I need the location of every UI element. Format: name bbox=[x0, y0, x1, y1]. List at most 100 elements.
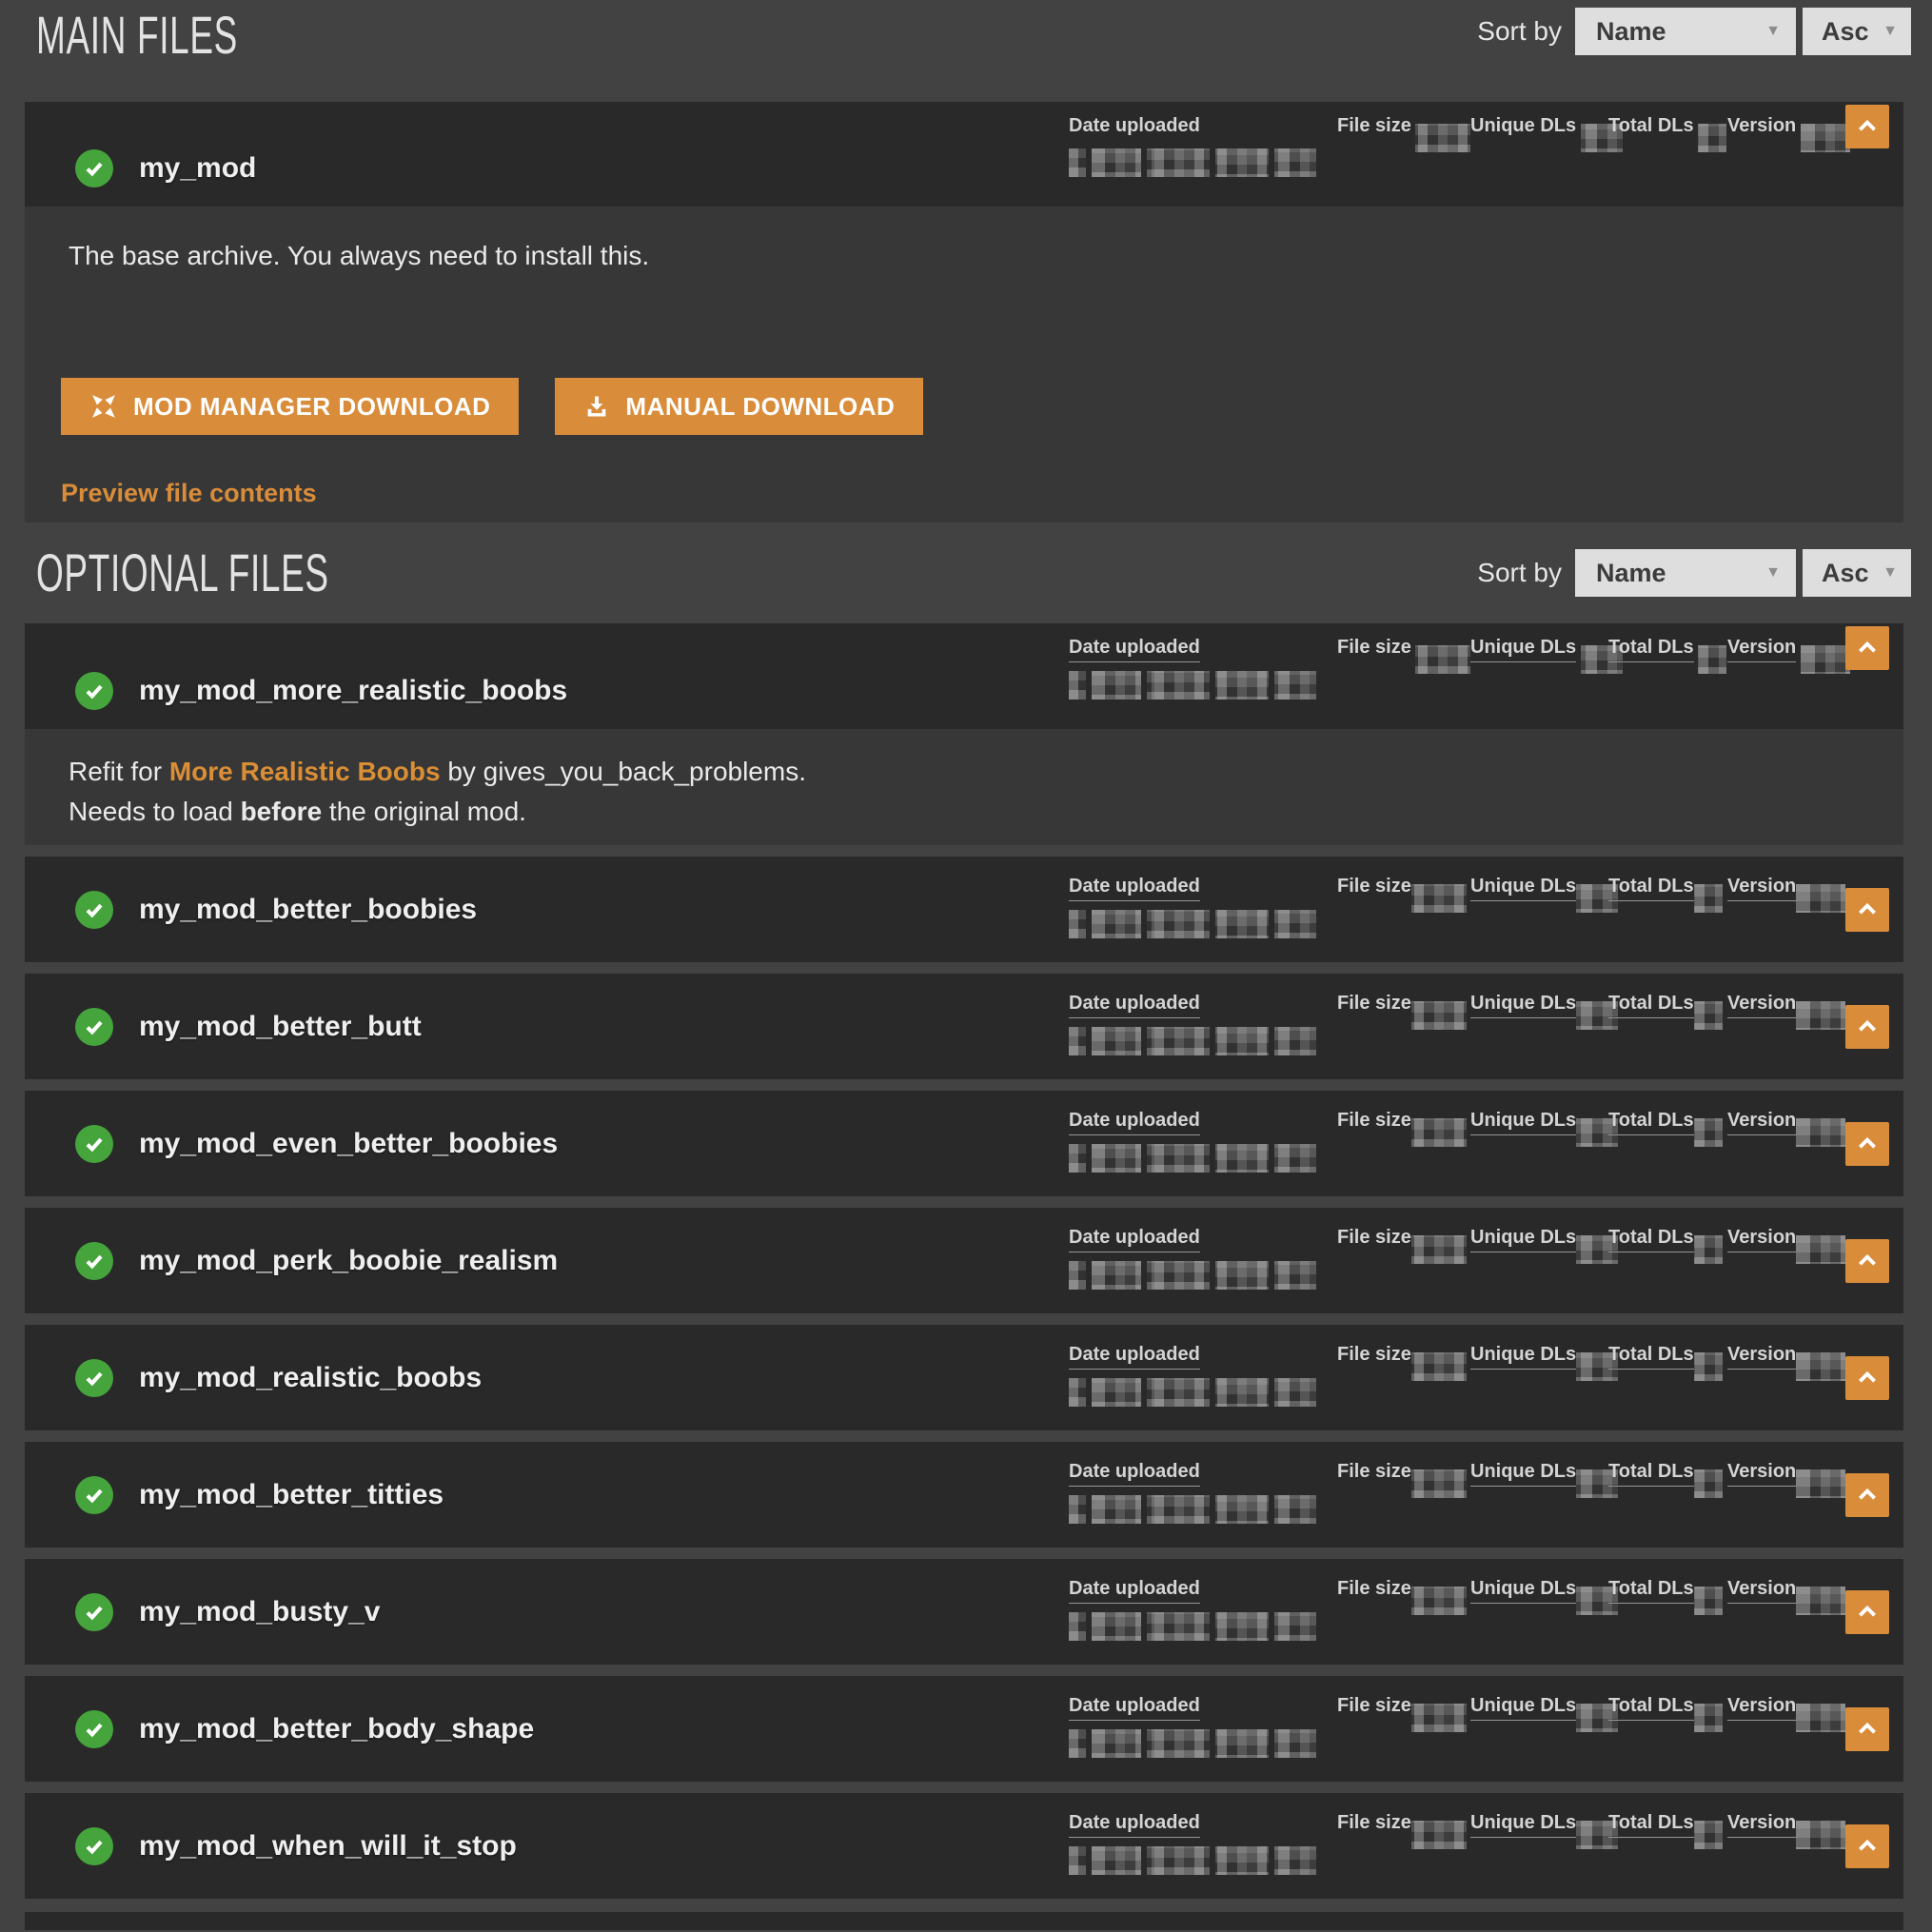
column-version[interactable]: Version bbox=[1727, 1227, 1797, 1252]
check-icon bbox=[75, 890, 113, 929]
expand-file-button[interactable] bbox=[1845, 1824, 1889, 1868]
file-details: The base archive. You always need to ins… bbox=[25, 207, 1903, 522]
blurred-filesize-value bbox=[1410, 1704, 1467, 1732]
preview-file-contents-link[interactable]: Preview file contents bbox=[61, 479, 317, 507]
column-total-dls[interactable]: Total DLs bbox=[1608, 1227, 1694, 1252]
check-icon bbox=[75, 672, 113, 711]
mod-page-link[interactable]: More Realistic Boobs bbox=[168, 757, 441, 786]
column-total-dls[interactable]: Total DLs bbox=[1608, 1578, 1694, 1604]
file-name: my_mod_more_realistic_boobs bbox=[139, 675, 568, 707]
expand-file-button[interactable] bbox=[1845, 1004, 1889, 1049]
column-version[interactable]: Version bbox=[1727, 1110, 1797, 1135]
blurred-version-value bbox=[1796, 1001, 1846, 1030]
column-version[interactable]: Version bbox=[1727, 876, 1797, 901]
expand-file-button[interactable] bbox=[1845, 1706, 1889, 1751]
column-version[interactable]: Version bbox=[1727, 1344, 1797, 1370]
file-name: my_mod_better_titties bbox=[139, 1478, 444, 1510]
file-row-header[interactable]: my_mod_when_will_it_stop Date uploaded F… bbox=[25, 1793, 1903, 1899]
blurred-filesize-value bbox=[1410, 1587, 1467, 1615]
column-total-dls[interactable]: Total DLs bbox=[1608, 993, 1694, 1018]
sort-direction-dropdown[interactable]: Asc ▼ bbox=[1803, 549, 1911, 597]
file-row-header[interactable]: my_mod_realistic_boobs Date uploaded Fil… bbox=[25, 1325, 1903, 1430]
expand-file-button[interactable] bbox=[1845, 1121, 1889, 1166]
column-total-dls[interactable]: Total DLs bbox=[1608, 876, 1694, 901]
expand-file-button[interactable] bbox=[1845, 1238, 1889, 1283]
blurred-version-value bbox=[1796, 884, 1846, 913]
check-icon bbox=[75, 1358, 113, 1397]
file-details: Refit for More Realistic Boobs by gives_… bbox=[25, 729, 1903, 845]
expand-file-button[interactable] bbox=[1845, 887, 1889, 932]
column-unique-dls[interactable]: Unique DLs bbox=[1470, 993, 1577, 1018]
blurred-date-value bbox=[1069, 1846, 1316, 1875]
chevron-up-icon bbox=[1855, 897, 1880, 922]
file-row-header[interactable]: my_mod_perk_boobie_realism Date uploaded… bbox=[25, 1208, 1903, 1313]
description-emphasis: before bbox=[240, 797, 323, 826]
file-row-header[interactable]: my_mod_better_butt Date uploaded File si… bbox=[25, 974, 1903, 1079]
column-unique-dls[interactable]: Unique DLs bbox=[1470, 876, 1577, 901]
column-total-dls[interactable]: Total DLs bbox=[1608, 1812, 1694, 1838]
column-version[interactable]: Version bbox=[1727, 1695, 1797, 1721]
column-date-uploaded[interactable]: Date uploaded bbox=[1069, 876, 1200, 901]
column-date-uploaded[interactable]: Date uploaded bbox=[1069, 1227, 1200, 1252]
file-name: my_mod_better_boobies bbox=[139, 893, 478, 925]
column-total-dls[interactable]: Total DLs bbox=[1608, 1461, 1694, 1487]
column-file-size: File size bbox=[1337, 1578, 1411, 1599]
blurred-uniquedls-value bbox=[1576, 1118, 1619, 1147]
file-row-header[interactable]: my_mod_better_titties Date uploaded File… bbox=[25, 1442, 1903, 1548]
expand-file-button[interactable] bbox=[1845, 1355, 1889, 1400]
expand-file-button[interactable] bbox=[1845, 1589, 1889, 1634]
file-row-header[interactable]: my_mod Date uploaded File size Unique DL… bbox=[25, 102, 1903, 207]
optional-file-block: my_mod_busty_v Date uploaded File size U… bbox=[25, 1559, 1903, 1665]
blurred-uniquedls-value bbox=[1576, 1587, 1619, 1615]
blurred-uniquedls-value bbox=[1576, 1352, 1619, 1381]
column-version[interactable]: Version bbox=[1727, 637, 1797, 662]
column-unique-dls[interactable]: Unique DLs bbox=[1470, 1461, 1577, 1487]
column-unique-dls[interactable]: Unique DLs bbox=[1470, 637, 1577, 662]
blurred-date-value bbox=[1069, 1612, 1316, 1641]
expand-file-button[interactable] bbox=[1845, 1472, 1889, 1517]
collapse-file-button[interactable] bbox=[1845, 626, 1889, 670]
column-date-uploaded[interactable]: Date uploaded bbox=[1069, 1695, 1200, 1721]
column-total-dls[interactable]: Total DLs bbox=[1608, 1344, 1694, 1370]
sort-field-dropdown[interactable]: Name ▼ bbox=[1575, 8, 1796, 55]
file-description: The base archive. You always need to ins… bbox=[69, 241, 650, 270]
column-total-dls[interactable]: Total DLs bbox=[1608, 1695, 1694, 1721]
collapse-file-button[interactable] bbox=[1845, 105, 1889, 148]
column-version[interactable]: Version bbox=[1727, 1461, 1797, 1487]
column-date-uploaded[interactable]: Date uploaded bbox=[1069, 1344, 1200, 1370]
blurred-version-value bbox=[1796, 1587, 1846, 1615]
column-unique-dls[interactable]: Unique DLs bbox=[1470, 1578, 1577, 1604]
file-row-header[interactable]: my_mod_better_body_shape Date uploaded F… bbox=[25, 1676, 1903, 1782]
column-version[interactable]: Version bbox=[1727, 993, 1797, 1018]
column-unique-dls[interactable]: Unique DLs bbox=[1470, 1344, 1577, 1370]
column-total-dls[interactable]: Total DLs bbox=[1608, 637, 1694, 662]
column-date-uploaded[interactable]: Date uploaded bbox=[1069, 993, 1200, 1018]
blurred-uniquedls-value bbox=[1576, 1235, 1619, 1264]
column-unique-dls[interactable]: Unique DLs bbox=[1470, 1110, 1577, 1135]
sort-field-dropdown[interactable]: Name ▼ bbox=[1575, 549, 1796, 597]
optional-file-block: my_mod_when_will_it_stop Date uploaded F… bbox=[25, 1793, 1903, 1899]
manual-download-button[interactable]: MANUAL DOWNLOAD bbox=[555, 378, 924, 435]
column-version[interactable]: Version bbox=[1727, 1578, 1797, 1604]
column-date-uploaded[interactable]: Date uploaded bbox=[1069, 1110, 1200, 1135]
chevron-down-icon: ▼ bbox=[1765, 23, 1781, 39]
column-date-uploaded[interactable]: Date uploaded bbox=[1069, 1812, 1200, 1838]
column-date-uploaded[interactable]: Date uploaded bbox=[1069, 637, 1200, 662]
blurred-date-value bbox=[1069, 910, 1316, 938]
column-date-uploaded[interactable]: Date uploaded bbox=[1069, 1578, 1200, 1604]
column-unique-dls[interactable]: Unique DLs bbox=[1470, 1227, 1577, 1252]
optional-file-block: my_mod_realistic_boobs Date uploaded Fil… bbox=[25, 1325, 1903, 1430]
sort-direction-dropdown[interactable]: Asc ▼ bbox=[1803, 8, 1911, 55]
file-row-header[interactable]: my_mod_more_realistic_boobs Date uploade… bbox=[25, 623, 1903, 729]
mod-manager-download-button[interactable]: MOD MANAGER DOWNLOAD bbox=[61, 378, 520, 435]
column-date-uploaded[interactable]: Date uploaded bbox=[1069, 1461, 1200, 1487]
column-unique-dls[interactable]: Unique DLs bbox=[1470, 1812, 1577, 1838]
file-row-header[interactable]: my_mod_busty_v Date uploaded File size U… bbox=[25, 1559, 1903, 1665]
column-version[interactable]: Version bbox=[1727, 1812, 1797, 1838]
column-file-size: File size bbox=[1337, 993, 1411, 1014]
column-unique-dls[interactable]: Unique DLs bbox=[1470, 1695, 1577, 1721]
column-total-dls[interactable]: Total DLs bbox=[1608, 1110, 1694, 1135]
chevron-up-icon bbox=[1855, 1249, 1880, 1273]
file-row-header[interactable]: my_mod_even_better_boobies Date uploaded… bbox=[25, 1091, 1903, 1196]
file-row-header[interactable]: my_mod_better_boobies Date uploaded File… bbox=[25, 857, 1903, 962]
